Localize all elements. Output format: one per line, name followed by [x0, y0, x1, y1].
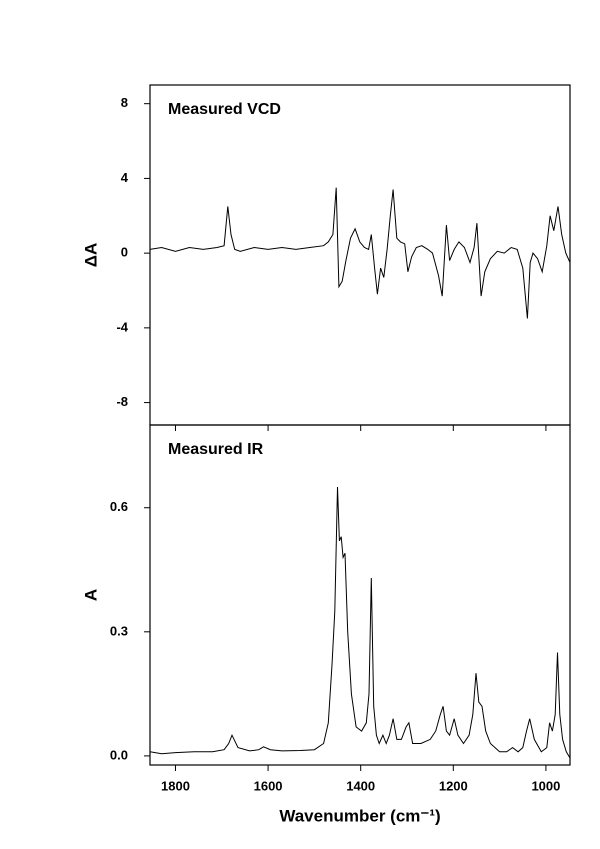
y-tick-label: 0.0: [110, 747, 128, 762]
y-tick-label: 0.6: [110, 499, 128, 514]
spectrum-line: [149, 187, 571, 319]
x-tick-label: 1600: [254, 778, 283, 793]
x-tick-label: 1200: [439, 778, 468, 793]
y-tick-label: -8: [116, 394, 128, 409]
y-tick-label: 8: [121, 95, 128, 110]
y-axis-label: A: [81, 589, 100, 601]
plot-frame: [149, 424, 571, 766]
y-tick-label: -4: [116, 319, 128, 334]
plot-frame: [149, 84, 571, 426]
y-tick-label: 0.3: [110, 623, 128, 638]
x-tick-label: 1800: [161, 778, 190, 793]
y-tick-label: 0: [121, 245, 128, 260]
x-tick-label: 1400: [346, 778, 375, 793]
x-axis-label: Wavenumber (cm⁻¹): [279, 806, 440, 825]
y-tick-label: 4: [121, 170, 129, 185]
x-tick-label: 1000: [531, 778, 560, 793]
spectrum-line: [149, 486, 571, 759]
panel-title: Measured IR: [168, 441, 264, 458]
y-axis-label: ΔA: [81, 243, 100, 268]
panel-title: Measured VCD: [168, 101, 281, 118]
